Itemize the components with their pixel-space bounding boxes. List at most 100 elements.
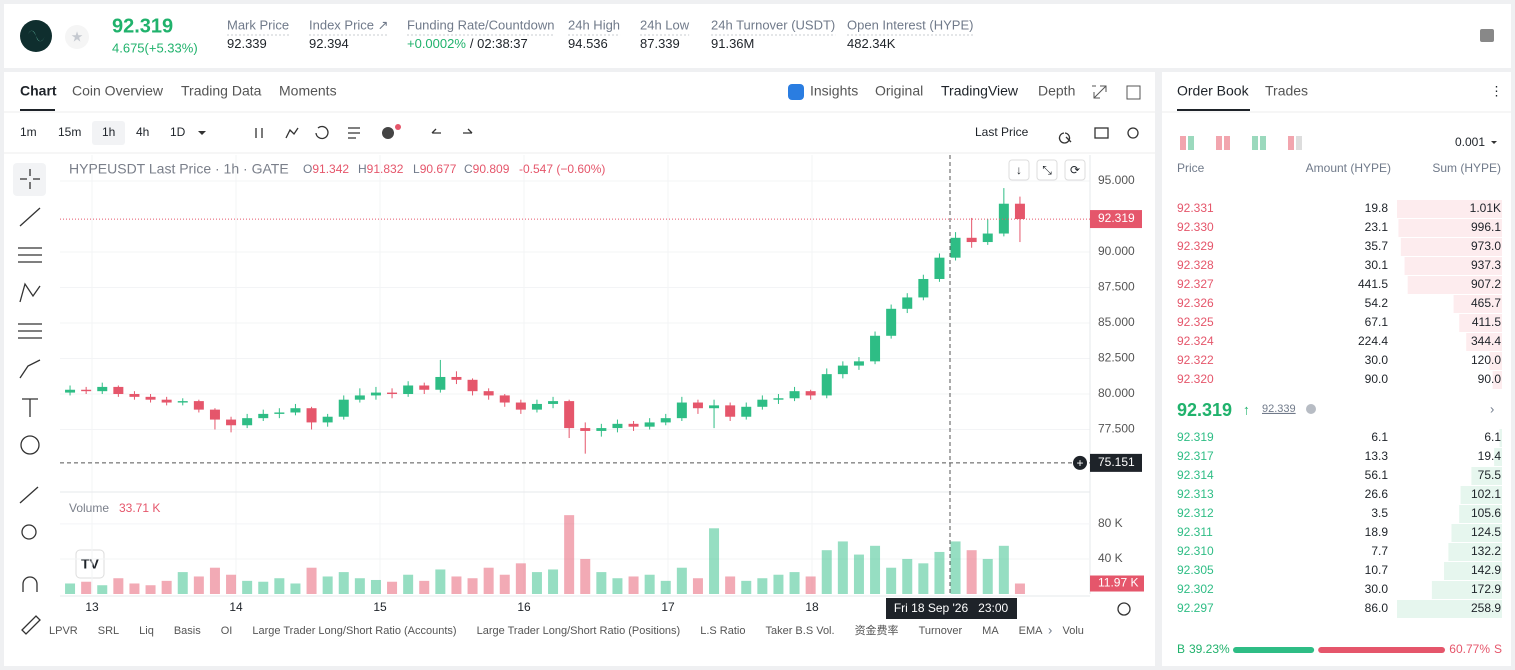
interval[interactable]: 15m <box>58 125 81 139</box>
order-book-tab[interactable]: Trades <box>1265 83 1308 99</box>
chart-tools[interactable] <box>255 125 473 140</box>
search-icon[interactable] <box>1058 132 1072 144</box>
view-tab[interactable]: TradingView <box>941 83 1019 99</box>
indicator[interactable]: MA <box>982 625 999 637</box>
crosshair-tag <box>1090 453 1142 472</box>
indicator[interactable]: Liq <box>139 625 154 637</box>
ohlc-value: 91.832 <box>367 162 404 176</box>
chart-tab[interactable]: Moments <box>279 83 337 99</box>
order-price[interactable]: 92.328 <box>1177 258 1214 272</box>
order-price[interactable]: 92.314 <box>1177 468 1214 482</box>
book-view-icon[interactable] <box>1180 136 1186 150</box>
order-price[interactable]: 92.311 <box>1177 525 1213 539</box>
indicator[interactable]: SRL <box>98 625 119 637</box>
order-price[interactable]: 92.305 <box>1177 563 1214 577</box>
more-icon[interactable]: ⋮ <box>1490 83 1503 98</box>
book-view-icon[interactable] <box>1288 136 1294 150</box>
indicator[interactable]: Large Trader Long/Short Ratio (Positions… <box>477 625 681 637</box>
tool-ruler[interactable] <box>19 486 39 504</box>
tool-zoom[interactable] <box>21 524 37 540</box>
order-price[interactable]: 92.322 <box>1177 353 1214 367</box>
order-price[interactable]: 92.330 <box>1177 220 1214 234</box>
tool-text[interactable] <box>22 398 38 417</box>
interval[interactable]: 1h <box>102 125 115 139</box>
indicator[interactable]: Turnover <box>919 625 963 637</box>
indicator[interactable]: L.S Ratio <box>700 625 745 637</box>
stat-value: +0.0002% / 02:38:37 <box>407 36 528 51</box>
settings-icon[interactable] <box>1127 127 1139 139</box>
tool-brush[interactable] <box>19 359 41 379</box>
candle-body <box>451 376 462 380</box>
order-price[interactable]: 92.320 <box>1177 372 1214 386</box>
volume-bar <box>982 558 993 594</box>
order-price[interactable]: 92.310 <box>1177 544 1214 558</box>
indicator[interactable]: Volu <box>1063 625 1084 637</box>
interval[interactable]: 1m <box>20 125 37 139</box>
indicator[interactable]: Taker B.S Vol. <box>765 625 834 637</box>
tool-channel[interactable] <box>18 247 42 263</box>
order-price[interactable]: 92.331 <box>1177 201 1214 215</box>
expand-icon[interactable] <box>1092 85 1107 99</box>
chart-settings[interactable] <box>1117 602 1131 616</box>
indicator[interactable]: 资金费率 <box>855 623 899 637</box>
chart-tab[interactable]: Chart <box>20 83 57 99</box>
order-price[interactable]: 92.302 <box>1177 582 1214 596</box>
indicator[interactable]: Basis <box>174 625 201 637</box>
layout-icon[interactable] <box>1126 85 1141 100</box>
interval[interactable]: 4h <box>136 125 149 139</box>
menu-icon[interactable] <box>1480 29 1494 42</box>
volume-bar <box>370 579 381 594</box>
tool-line[interactable] <box>19 207 41 227</box>
book-view-icon[interactable] <box>1216 136 1222 150</box>
view-tab[interactable]: Original <box>875 83 923 99</box>
precision[interactable]: 0.001 <box>1455 135 1485 149</box>
tool-fib[interactable] <box>18 323 42 339</box>
chart-tab[interactable]: Trading Data <box>181 83 262 99</box>
order-price[interactable]: 92.297 <box>1177 601 1214 615</box>
candle-body <box>209 409 220 420</box>
order-price[interactable]: 92.319 <box>1177 430 1214 444</box>
volume-bar <box>692 578 703 594</box>
favorite-button[interactable] <box>65 25 89 49</box>
volume-bar <box>161 580 172 594</box>
order-price[interactable]: 92.313 <box>1177 487 1214 501</box>
order-book-tab[interactable]: Order Book <box>1177 83 1250 99</box>
chart-tab[interactable]: Coin Overview <box>72 83 164 99</box>
order-price[interactable]: 92.327 <box>1177 277 1214 291</box>
order-price[interactable]: 92.326 <box>1177 296 1214 310</box>
volume-bar <box>628 576 639 594</box>
order-price[interactable]: 92.324 <box>1177 334 1214 348</box>
order-price[interactable]: 92.325 <box>1177 315 1214 329</box>
volume-bar <box>998 545 1009 594</box>
chart-button[interactable] <box>1036 159 1058 181</box>
order-sum: 344.4 <box>1471 334 1501 348</box>
interval[interactable]: 1D <box>170 125 186 139</box>
price-type[interactable]: Last Price <box>975 125 1029 139</box>
chart-button[interactable] <box>1008 159 1030 181</box>
order-price[interactable]: 92.317 <box>1177 449 1214 463</box>
order-price[interactable]: 92.329 <box>1177 239 1214 253</box>
candle-body <box>129 394 140 397</box>
camera-icon[interactable] <box>1094 127 1109 139</box>
tool-magnet[interactable] <box>22 576 38 592</box>
buy-ratio: 39.23% <box>1189 642 1230 656</box>
indicator[interactable]: Large Trader Long/Short Ratio (Accounts) <box>252 625 456 637</box>
indicator[interactable]: OI <box>221 625 233 637</box>
order-sum: 132.2 <box>1471 544 1501 558</box>
view-tab[interactable]: Insights <box>810 83 858 99</box>
volume-bar <box>193 576 204 594</box>
indicator-add[interactable] <box>382 127 394 139</box>
order-price[interactable]: 92.312 <box>1177 506 1214 520</box>
order-amount: 441.5 <box>1358 277 1388 291</box>
chevron[interactable]: › <box>1490 401 1494 416</box>
view-tab[interactable]: Depth <box>1038 83 1075 99</box>
indicator[interactable]: EMA <box>1019 625 1044 637</box>
tool-emoji[interactable] <box>20 435 40 455</box>
crosshair-add[interactable] <box>1073 455 1087 470</box>
tool-crosshair[interactable] <box>20 169 40 189</box>
book-view-icon[interactable] <box>1252 136 1258 150</box>
chart-button[interactable] <box>1064 159 1086 181</box>
tool-pencil[interactable] <box>21 615 41 635</box>
indicator[interactable]: LPVR <box>49 625 78 637</box>
tool-pattern[interactable] <box>19 282 41 303</box>
